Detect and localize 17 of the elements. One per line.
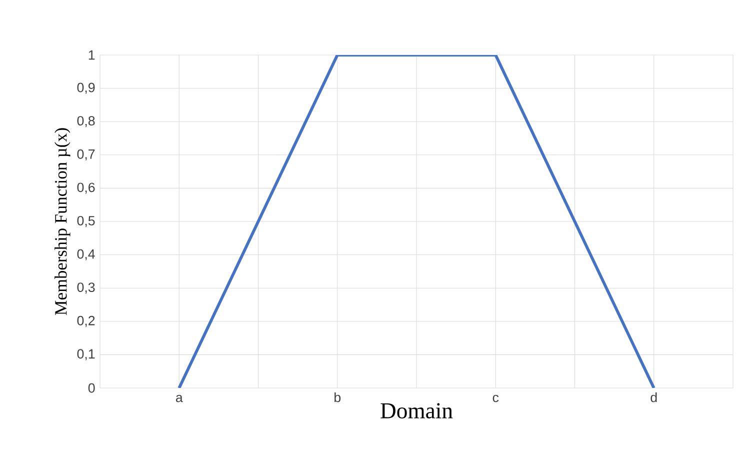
x-tick-label: c	[492, 394, 499, 402]
y-tick-label: 0,4	[77, 249, 95, 260]
y-tick-label: 0,6	[77, 182, 95, 194]
x-tick-label: b	[334, 392, 341, 402]
y-tick-label: 0,5	[77, 216, 95, 228]
y-axis-title: Membership Function µ(x)	[54, 128, 70, 316]
y-tick-label: 0,2	[77, 316, 95, 327]
x-tick-label: a	[176, 394, 183, 402]
y-tick-label: 1	[88, 50, 95, 60]
y-tick-label: 0	[88, 383, 95, 393]
y-tick-label: 0,1	[77, 349, 95, 360]
y-tick-label: 0,9	[77, 82, 95, 94]
x-axis-title: Domain	[380, 403, 453, 418]
x-tick-label: d	[650, 392, 657, 402]
y-tick-label: 0,7	[77, 149, 95, 160]
y-tick-label: 0,8	[77, 116, 95, 128]
y-tick-label: 0,3	[77, 282, 95, 294]
